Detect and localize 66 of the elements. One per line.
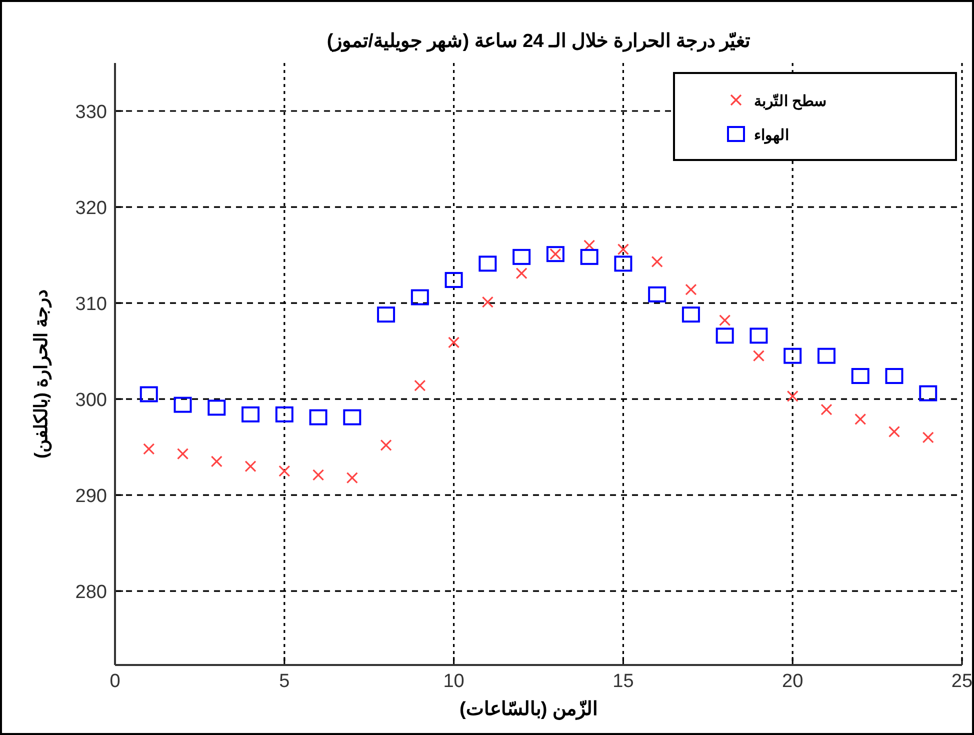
point bbox=[380, 439, 392, 451]
x-tick-label: 25 bbox=[951, 671, 973, 692]
y-tick-label: 280 bbox=[75, 582, 107, 604]
point bbox=[410, 289, 429, 306]
point bbox=[377, 306, 396, 323]
point bbox=[719, 314, 731, 326]
point bbox=[174, 396, 192, 413]
point bbox=[242, 406, 260, 422]
legend-label: الهواء bbox=[754, 127, 789, 144]
point bbox=[716, 328, 734, 344]
point bbox=[478, 256, 497, 272]
point bbox=[448, 336, 460, 348]
point bbox=[685, 284, 697, 296]
point bbox=[922, 432, 934, 444]
point bbox=[343, 409, 362, 426]
x-tick-label: 5 bbox=[279, 671, 290, 692]
point bbox=[851, 368, 870, 384]
point bbox=[750, 328, 768, 344]
point bbox=[414, 380, 426, 392]
point bbox=[346, 472, 358, 484]
point bbox=[584, 240, 596, 252]
point bbox=[784, 348, 802, 364]
point bbox=[516, 267, 528, 280]
point bbox=[275, 406, 294, 422]
x-tick-label: 10 bbox=[443, 671, 464, 692]
y-tick-label: 300 bbox=[75, 390, 107, 412]
point bbox=[210, 456, 222, 468]
legend-item: الهواء bbox=[727, 126, 789, 144]
point bbox=[752, 350, 765, 362]
point bbox=[244, 460, 256, 472]
chart-title: تغيّر درجة الحرارة خلال الـ 24 ساعة (شهر جويلية/تموز) bbox=[326, 31, 750, 52]
x-tick-label: 20 bbox=[782, 671, 804, 692]
point bbox=[682, 306, 700, 323]
point bbox=[786, 390, 798, 402]
point bbox=[176, 448, 189, 460]
x-axis-title: الزّمن (بالسّاعات) bbox=[460, 699, 598, 720]
point bbox=[651, 256, 663, 268]
y-tick-label: 330 bbox=[75, 102, 107, 124]
point bbox=[278, 465, 290, 477]
y-tick-label: 290 bbox=[75, 486, 107, 508]
point bbox=[919, 385, 938, 402]
point bbox=[208, 400, 226, 416]
point bbox=[854, 413, 866, 426]
point bbox=[820, 404, 832, 416]
point bbox=[482, 296, 494, 308]
point bbox=[617, 243, 629, 256]
y-tick-label: 310 bbox=[75, 294, 107, 316]
legend-label: سطح التّربة bbox=[754, 93, 828, 110]
legend-item: سطح التّربة bbox=[730, 93, 828, 110]
point bbox=[143, 443, 155, 455]
point bbox=[885, 368, 904, 384]
x-tick-label: 0 bbox=[110, 671, 120, 692]
point bbox=[312, 469, 324, 481]
point bbox=[614, 256, 632, 272]
point bbox=[140, 386, 158, 402]
point bbox=[546, 246, 564, 262]
point bbox=[580, 248, 598, 265]
point bbox=[444, 272, 463, 288]
x-tick-label: 15 bbox=[612, 671, 634, 692]
point bbox=[648, 286, 666, 302]
y-tick-label: 320 bbox=[75, 198, 107, 220]
point bbox=[888, 426, 900, 438]
point bbox=[309, 409, 328, 426]
y-axis-title: درجة الحرارة (بالكلفن) bbox=[31, 290, 52, 458]
point bbox=[817, 348, 836, 364]
point bbox=[512, 248, 531, 265]
